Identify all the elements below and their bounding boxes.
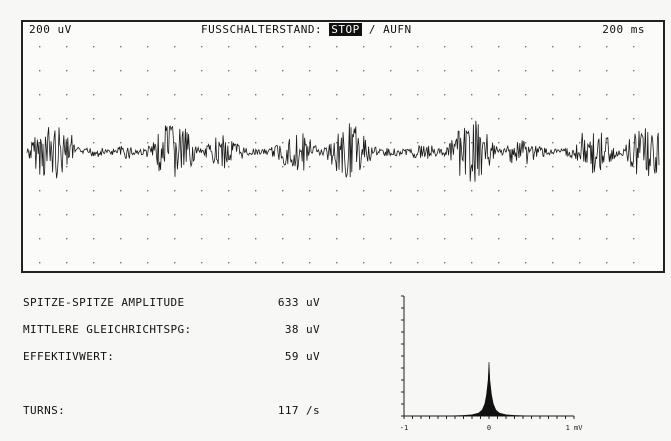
mean-rectified-label: MITTLERE GLEICHRICHTSPG: xyxy=(23,323,192,336)
amplitude-histogram: -1 0 1 mV xyxy=(400,295,584,432)
hist-x-tick-label: 1 mV xyxy=(566,424,584,432)
rms-label: EFFEKTIVWERT: xyxy=(23,350,115,363)
hist-x-tick-label: 0 xyxy=(487,424,491,432)
peak-to-peak-value: 633 uV xyxy=(277,296,320,309)
grid-dots xyxy=(39,46,635,264)
turns-value: 117 /s xyxy=(277,404,320,417)
footswitch-label: FUSSCHALTERSTAND: xyxy=(201,23,323,36)
hist-distribution-area xyxy=(404,361,574,417)
emg-waveform-plot xyxy=(26,46,660,264)
footswitch-status: FUSSCHALTERSTAND: STOP / AUFN xyxy=(201,23,412,36)
emg-trace xyxy=(26,120,660,182)
hist-x-tick-label: -1 xyxy=(400,424,408,432)
mode-record[interactable]: AUFN xyxy=(383,23,412,36)
peak-to-peak-label: SPITZE-SPITZE AMPLITUDE xyxy=(23,296,185,309)
rms-value: 59 uV xyxy=(284,350,320,363)
mean-rectified-value: 38 uV xyxy=(284,323,320,336)
amplitude-scale: 200 uV xyxy=(29,23,72,36)
turns-label: TURNS: xyxy=(23,404,66,417)
time-scale: 200 ms xyxy=(602,23,645,36)
mode-separator: / xyxy=(368,23,376,36)
emg-display: 200 uV FUSSCHALTERSTAND: STOP / AUFN 200… xyxy=(21,20,665,273)
mode-stop[interactable]: STOP xyxy=(329,23,362,36)
